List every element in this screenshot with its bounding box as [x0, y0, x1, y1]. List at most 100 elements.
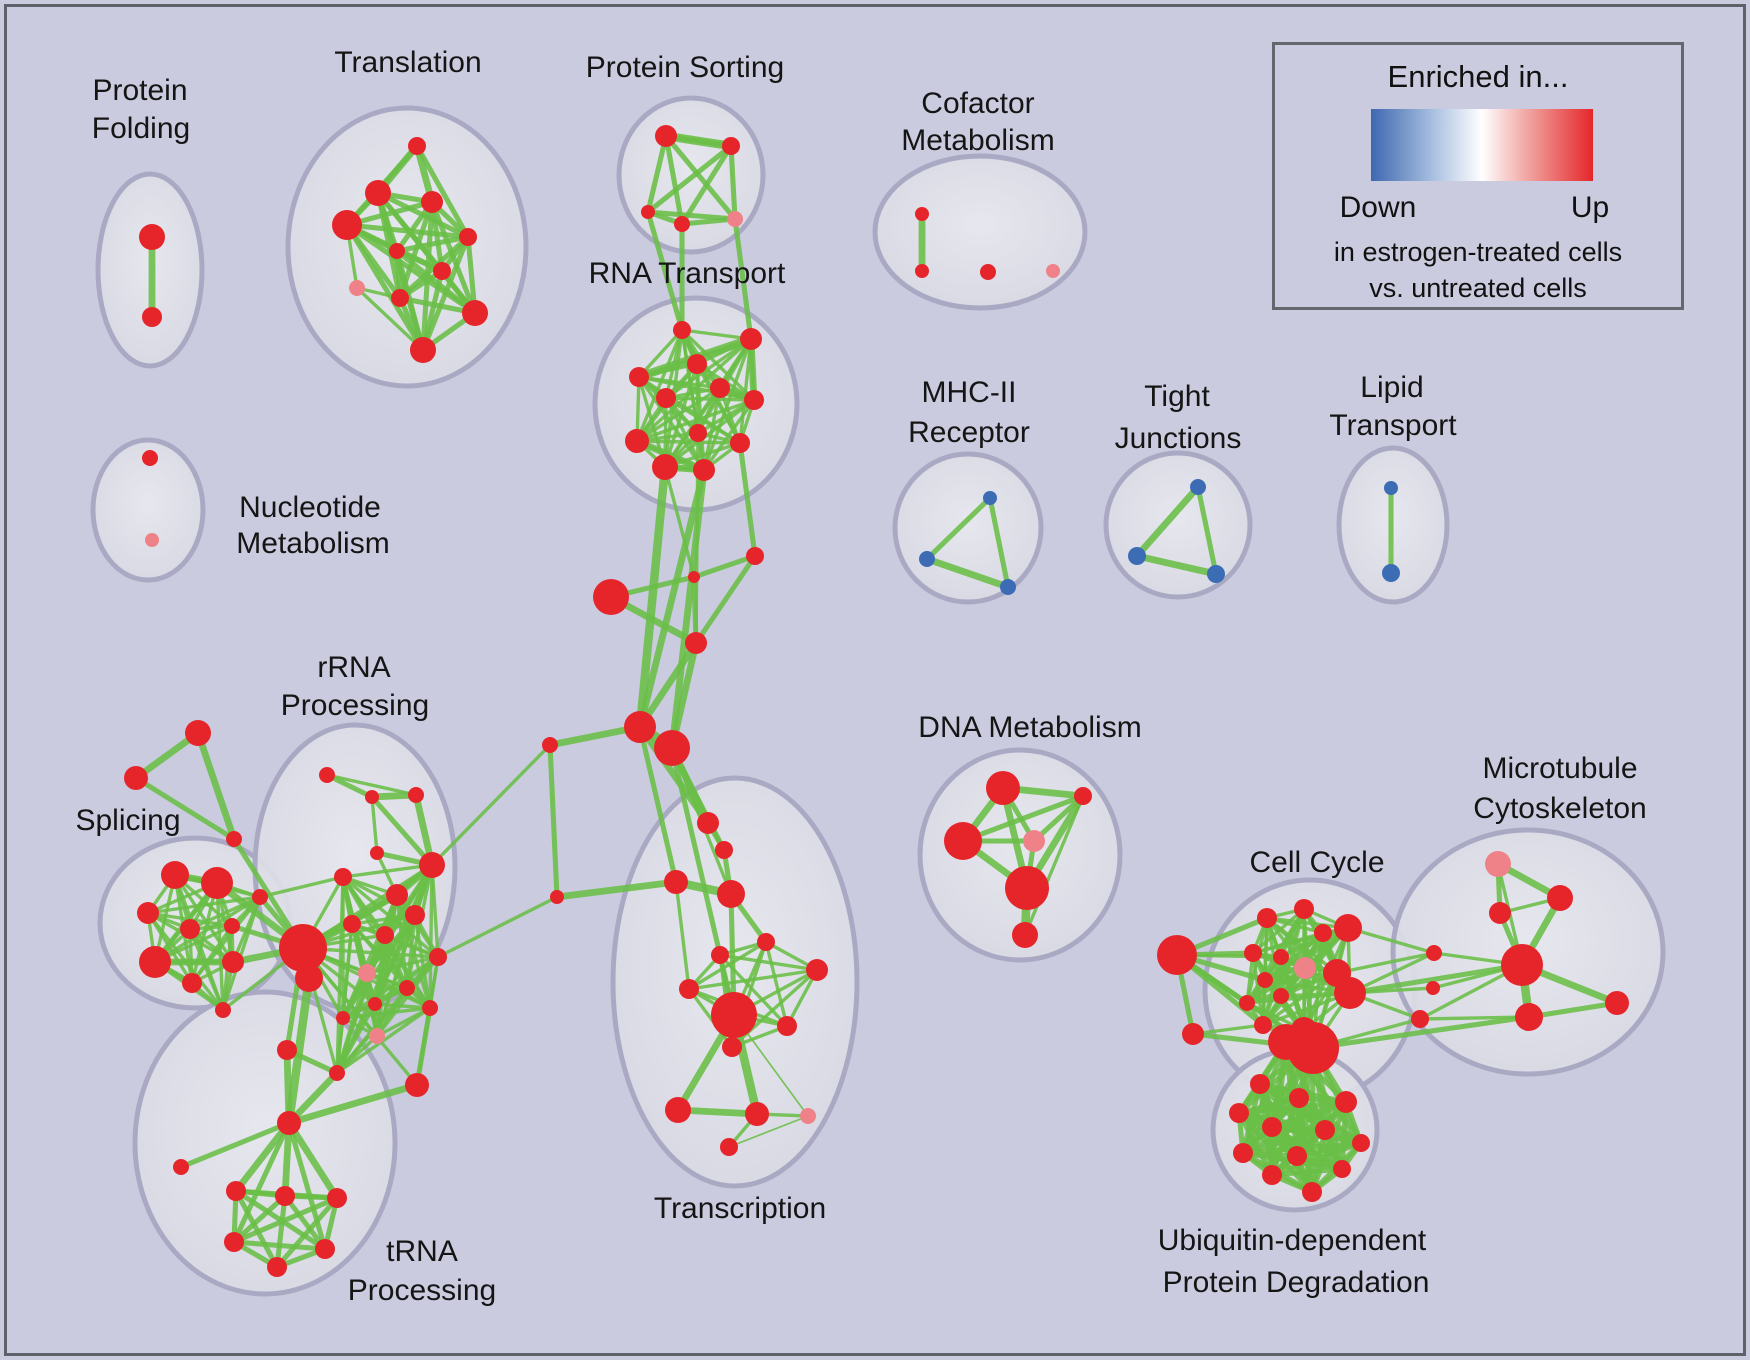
network-node-tr12 [665, 1097, 691, 1123]
network-edge [394, 248, 478, 316]
network-node-c2 [688, 571, 700, 583]
network-edge [1245, 991, 1352, 1005]
network-edge [133, 775, 237, 842]
network-edge [1133, 483, 1202, 560]
network-edge [924, 495, 993, 562]
network-edge [301, 946, 419, 1087]
network-edge [420, 234, 471, 353]
legend-box: Enriched in... Down Up in estrogen-treat… [1272, 42, 1684, 310]
network-node-s2 [201, 867, 233, 899]
network-edge [687, 968, 819, 991]
network-edge [663, 133, 685, 227]
network-node-tc0 [550, 890, 564, 904]
network-node-mt5 [1426, 981, 1440, 995]
network-edge [635, 439, 742, 445]
network-node-rt2 [740, 328, 762, 350]
network-node-rt9 [625, 429, 649, 453]
network-edge [221, 895, 262, 1012]
network-node-u12 [1302, 1182, 1322, 1202]
network-edge [645, 143, 734, 215]
cluster-label-mhc-ii-receptor-line1: MHC-II [922, 376, 1017, 409]
network-node-mt9 [1605, 991, 1629, 1015]
network-node-r2 [365, 790, 379, 804]
network-edge [286, 1120, 328, 1252]
network-node-st3 [226, 831, 242, 847]
network-edge [687, 940, 768, 991]
network-node-tr2 [715, 841, 733, 859]
network-node-co4 [1046, 264, 1060, 278]
network-edge [1191, 1023, 1265, 1036]
network-node-s9 [182, 973, 202, 993]
network-node-th [277, 1111, 301, 1135]
network-node-u2 [1289, 1088, 1309, 1108]
network-node-tj3 [1207, 565, 1225, 583]
network-edge [636, 466, 708, 731]
network-node-tr1 [697, 812, 719, 834]
network-edge [923, 555, 1012, 591]
network-edge [373, 1002, 432, 1010]
network-edge [415, 955, 440, 1087]
network-node-rt5 [710, 378, 730, 398]
network-node-r9 [343, 915, 361, 933]
network-node-te [315, 1239, 335, 1259]
network-node-mt8 [1515, 1003, 1543, 1031]
network-node-nm1 [142, 450, 158, 466]
network-edge [691, 574, 699, 646]
network-node-ps2 [722, 137, 740, 155]
network-node-cc16 [1334, 977, 1366, 1009]
network-node-l1 [1384, 481, 1398, 495]
network-edge [679, 216, 738, 227]
network-node-rt7 [744, 390, 764, 410]
network-node-l2 [1382, 564, 1400, 582]
network-edge [687, 987, 734, 1049]
cluster-label-trna-processing-line1: tRNA [386, 1235, 458, 1268]
network-node-mt3 [1489, 902, 1511, 924]
network-edge [637, 328, 684, 379]
network-node-st2 [124, 766, 148, 790]
network-edge [702, 398, 756, 472]
network-edge [350, 913, 417, 926]
network-node-u5 [1262, 1117, 1282, 1137]
network-node-cc13 [1239, 995, 1255, 1011]
network-edge [663, 133, 738, 222]
network-edge [635, 337, 753, 443]
network-edge [1245, 971, 1339, 1005]
network-node-n7 [368, 997, 382, 1011]
network-edge [960, 793, 1086, 844]
network-node-n9 [336, 1011, 350, 1025]
network-edge [680, 328, 756, 402]
network-node-co2 [915, 264, 929, 278]
cluster-label-microtubule-cytoskeleton-line2: Cytoskeleton [1473, 792, 1646, 825]
network-edge [344, 222, 426, 353]
network-node-n4 [358, 964, 376, 982]
network-node-n12 [329, 1065, 345, 1081]
legend-title: Enriched in... [1387, 59, 1569, 94]
cluster-labels-layer: Protein Folding Translation Protein Sorting… [75, 46, 1646, 1307]
network-node-rt10 [730, 433, 750, 453]
network-node-c6 [654, 730, 690, 766]
network-node-cc14 [1254, 1016, 1272, 1034]
network-node-pf1 [139, 224, 165, 250]
network-node-d2 [1074, 787, 1092, 805]
network-node-mh2 [919, 551, 935, 567]
network-node-t6 [389, 243, 405, 259]
network-edge [663, 465, 696, 579]
network-edge [370, 795, 379, 855]
network-edge [664, 396, 756, 402]
network-node-cc8 [1273, 949, 1289, 965]
network-node-d4 [1023, 830, 1045, 852]
network-node-cc7 [1244, 944, 1262, 962]
network-node-r6 [419, 852, 445, 878]
legend-gradient-bar [1371, 109, 1593, 181]
network-edge [430, 743, 552, 867]
network-node-ps4 [674, 216, 690, 232]
network-edge [281, 1119, 293, 1200]
network-edge [395, 893, 432, 1010]
network-edge [285, 1119, 341, 1202]
network-node-c3 [593, 579, 629, 615]
network-edge [1310, 1014, 1532, 1051]
network-node-r7 [386, 884, 408, 906]
network-node-tr15 [720, 1138, 738, 1156]
network-edge [728, 1115, 809, 1148]
cluster-label-tight-junctions-line2: Junctions [1115, 422, 1242, 455]
